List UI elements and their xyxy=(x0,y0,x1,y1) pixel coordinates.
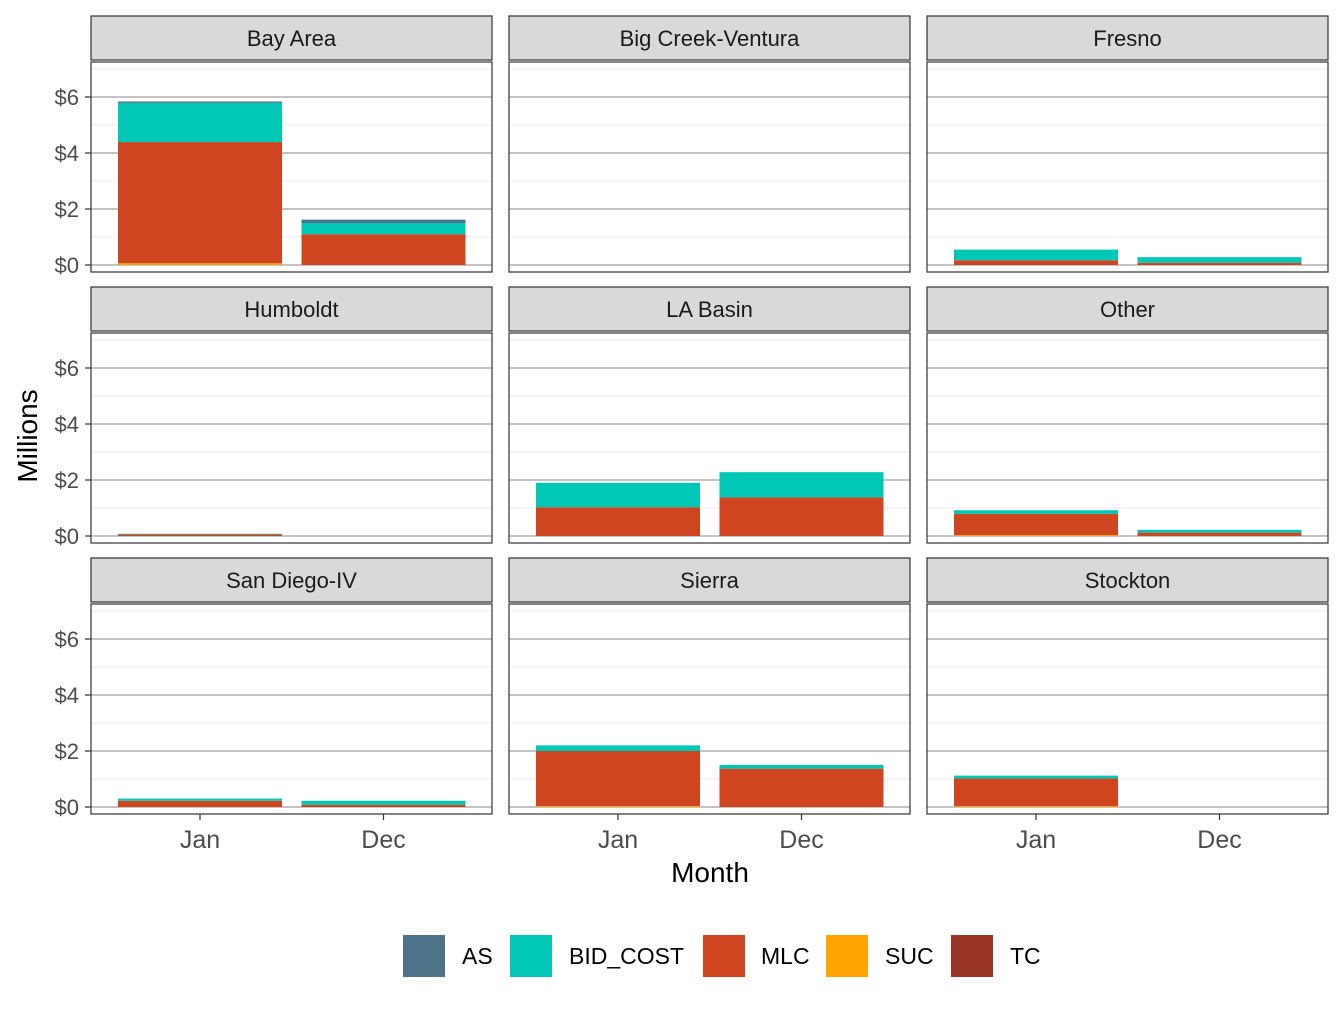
facet-title-bay-area: Bay Area xyxy=(247,26,337,51)
legend-swatch-mlc xyxy=(703,935,745,977)
panel-border-la-basin xyxy=(508,332,911,544)
facet-strip-sierra xyxy=(508,557,911,603)
facet-title-humboldt: Humboldt xyxy=(244,297,338,322)
facet-strip-san-diego-iv xyxy=(90,557,493,603)
bar-bay-area-dec-bid-cost xyxy=(301,223,466,235)
y-axis-title: Millions xyxy=(12,389,43,482)
x-tick-label: Jan xyxy=(1016,826,1056,854)
bar-stockton-jan-mlc xyxy=(954,778,1118,807)
bar-sierra-jan-suc xyxy=(536,806,700,807)
facet-title-stockton: Stockton xyxy=(1085,568,1171,593)
bar-san-diego-iv-jan-mlc xyxy=(118,800,282,807)
facet-strip-fresno xyxy=(926,15,1329,61)
bar-other-jan-bid-cost xyxy=(954,510,1118,514)
x-axis-title: Month xyxy=(671,857,749,888)
y-tick-label: $2 xyxy=(55,197,79,222)
bar-san-diego-iv-dec-mlc xyxy=(301,804,466,807)
bar-other-jan-mlc xyxy=(954,513,1118,536)
legend-label-mlc: MLC xyxy=(761,943,810,969)
bar-bay-area-jan-mlc xyxy=(118,142,282,264)
y-tick-label: $0 xyxy=(55,524,79,549)
y-tick-label: $6 xyxy=(55,356,79,381)
y-tick-label: $2 xyxy=(55,739,79,764)
facet-strip-la-basin xyxy=(508,286,911,332)
bar-bay-area-jan-suc xyxy=(118,263,282,265)
bar-la-basin-dec-mlc xyxy=(719,497,884,536)
legend-swatch-as xyxy=(403,935,445,977)
bar-other-dec-mlc xyxy=(1137,532,1302,536)
panel-bg-humboldt xyxy=(91,333,492,543)
panel-bg-fresno xyxy=(927,62,1328,272)
legend-label-suc: SUC xyxy=(885,943,934,969)
bar-san-diego-iv-dec-bid-cost xyxy=(301,800,466,805)
facet-strip-humboldt xyxy=(90,286,493,332)
facet-title-big-creek-ventura: Big Creek-Ventura xyxy=(620,26,801,51)
bar-fresno-jan-bid-cost xyxy=(954,249,1118,261)
bar-bay-area-jan-as xyxy=(118,101,282,103)
legend-label-bid-cost: BID_COST xyxy=(569,943,684,969)
x-tick-label: Jan xyxy=(598,826,638,854)
panel-border-san-diego-iv xyxy=(90,603,493,815)
bar-sierra-jan-bid-cost xyxy=(536,745,700,751)
facet-title-other: Other xyxy=(1100,297,1155,322)
panel-border-bay-area xyxy=(90,61,493,273)
bar-stockton-jan-bid-cost xyxy=(954,775,1118,779)
bar-san-diego-iv-jan-bid-cost xyxy=(118,798,282,801)
panel-border-other xyxy=(926,332,1329,544)
facet-strip-stockton xyxy=(926,557,1329,603)
panel-border-fresno xyxy=(926,61,1329,273)
bar-fresno-jan-mlc xyxy=(954,260,1118,265)
bar-bay-area-dec-mlc xyxy=(301,234,466,265)
facet-strip-big-creek-ventura xyxy=(508,15,911,61)
y-tick-label: $2 xyxy=(55,468,79,493)
bar-sierra-jan-mlc xyxy=(536,751,700,807)
legend-swatch-suc xyxy=(826,935,868,977)
legend-label-as: AS xyxy=(462,943,493,969)
legend-swatch-bid-cost xyxy=(510,935,552,977)
bar-sierra-dec-mlc xyxy=(719,768,884,807)
bar-bay-area-dec-as xyxy=(301,219,466,223)
y-tick-label: $4 xyxy=(55,141,79,166)
y-tick-label: $6 xyxy=(55,85,79,110)
panel-border-big-creek-ventura xyxy=(508,61,911,273)
facet-title-sierra: Sierra xyxy=(680,568,739,593)
facet-strip-bay-area xyxy=(90,15,493,61)
bar-la-basin-jan-bid-cost xyxy=(536,482,700,508)
bar-humboldt-jan-bid-cost xyxy=(118,533,282,535)
bar-fresno-dec-mlc xyxy=(1137,262,1302,265)
bar-humboldt-jan-mlc xyxy=(118,534,282,536)
facet-title-san-diego-iv: San Diego-IV xyxy=(226,568,357,593)
y-tick-label: $4 xyxy=(55,412,79,437)
panel-border-stockton xyxy=(926,603,1329,815)
legend-label-tc: TC xyxy=(1010,943,1041,969)
x-tick-label: Dec xyxy=(779,826,823,854)
bar-sierra-dec-bid-cost xyxy=(719,765,884,769)
y-tick-label: $0 xyxy=(55,795,79,820)
bar-other-jan-suc xyxy=(954,535,1118,536)
y-tick-label: $6 xyxy=(55,627,79,652)
facet-title-la-basin: LA Basin xyxy=(666,297,753,322)
panel-border-sierra xyxy=(508,603,911,815)
panel-border-humboldt xyxy=(90,332,493,544)
panel-bg-san-diego-iv xyxy=(91,604,492,814)
x-tick-label: Jan xyxy=(180,826,220,854)
y-tick-label: $0 xyxy=(55,253,79,278)
y-tick-label: $4 xyxy=(55,683,79,708)
bar-other-dec-bid-cost xyxy=(1137,529,1302,533)
facet-title-fresno: Fresno xyxy=(1093,26,1161,51)
x-tick-label: Dec xyxy=(361,826,405,854)
facet-strip-other xyxy=(926,286,1329,332)
legend-swatch-tc xyxy=(951,935,993,977)
panel-bg-big-creek-ventura xyxy=(509,62,910,272)
x-tick-label: Dec xyxy=(1197,826,1241,854)
bar-stockton-jan-suc xyxy=(954,806,1118,807)
bar-fresno-dec-bid-cost xyxy=(1137,257,1302,263)
bar-la-basin-dec-bid-cost xyxy=(719,472,884,498)
bar-la-basin-jan-mlc xyxy=(536,507,700,536)
bar-bay-area-jan-bid-cost xyxy=(118,102,282,143)
